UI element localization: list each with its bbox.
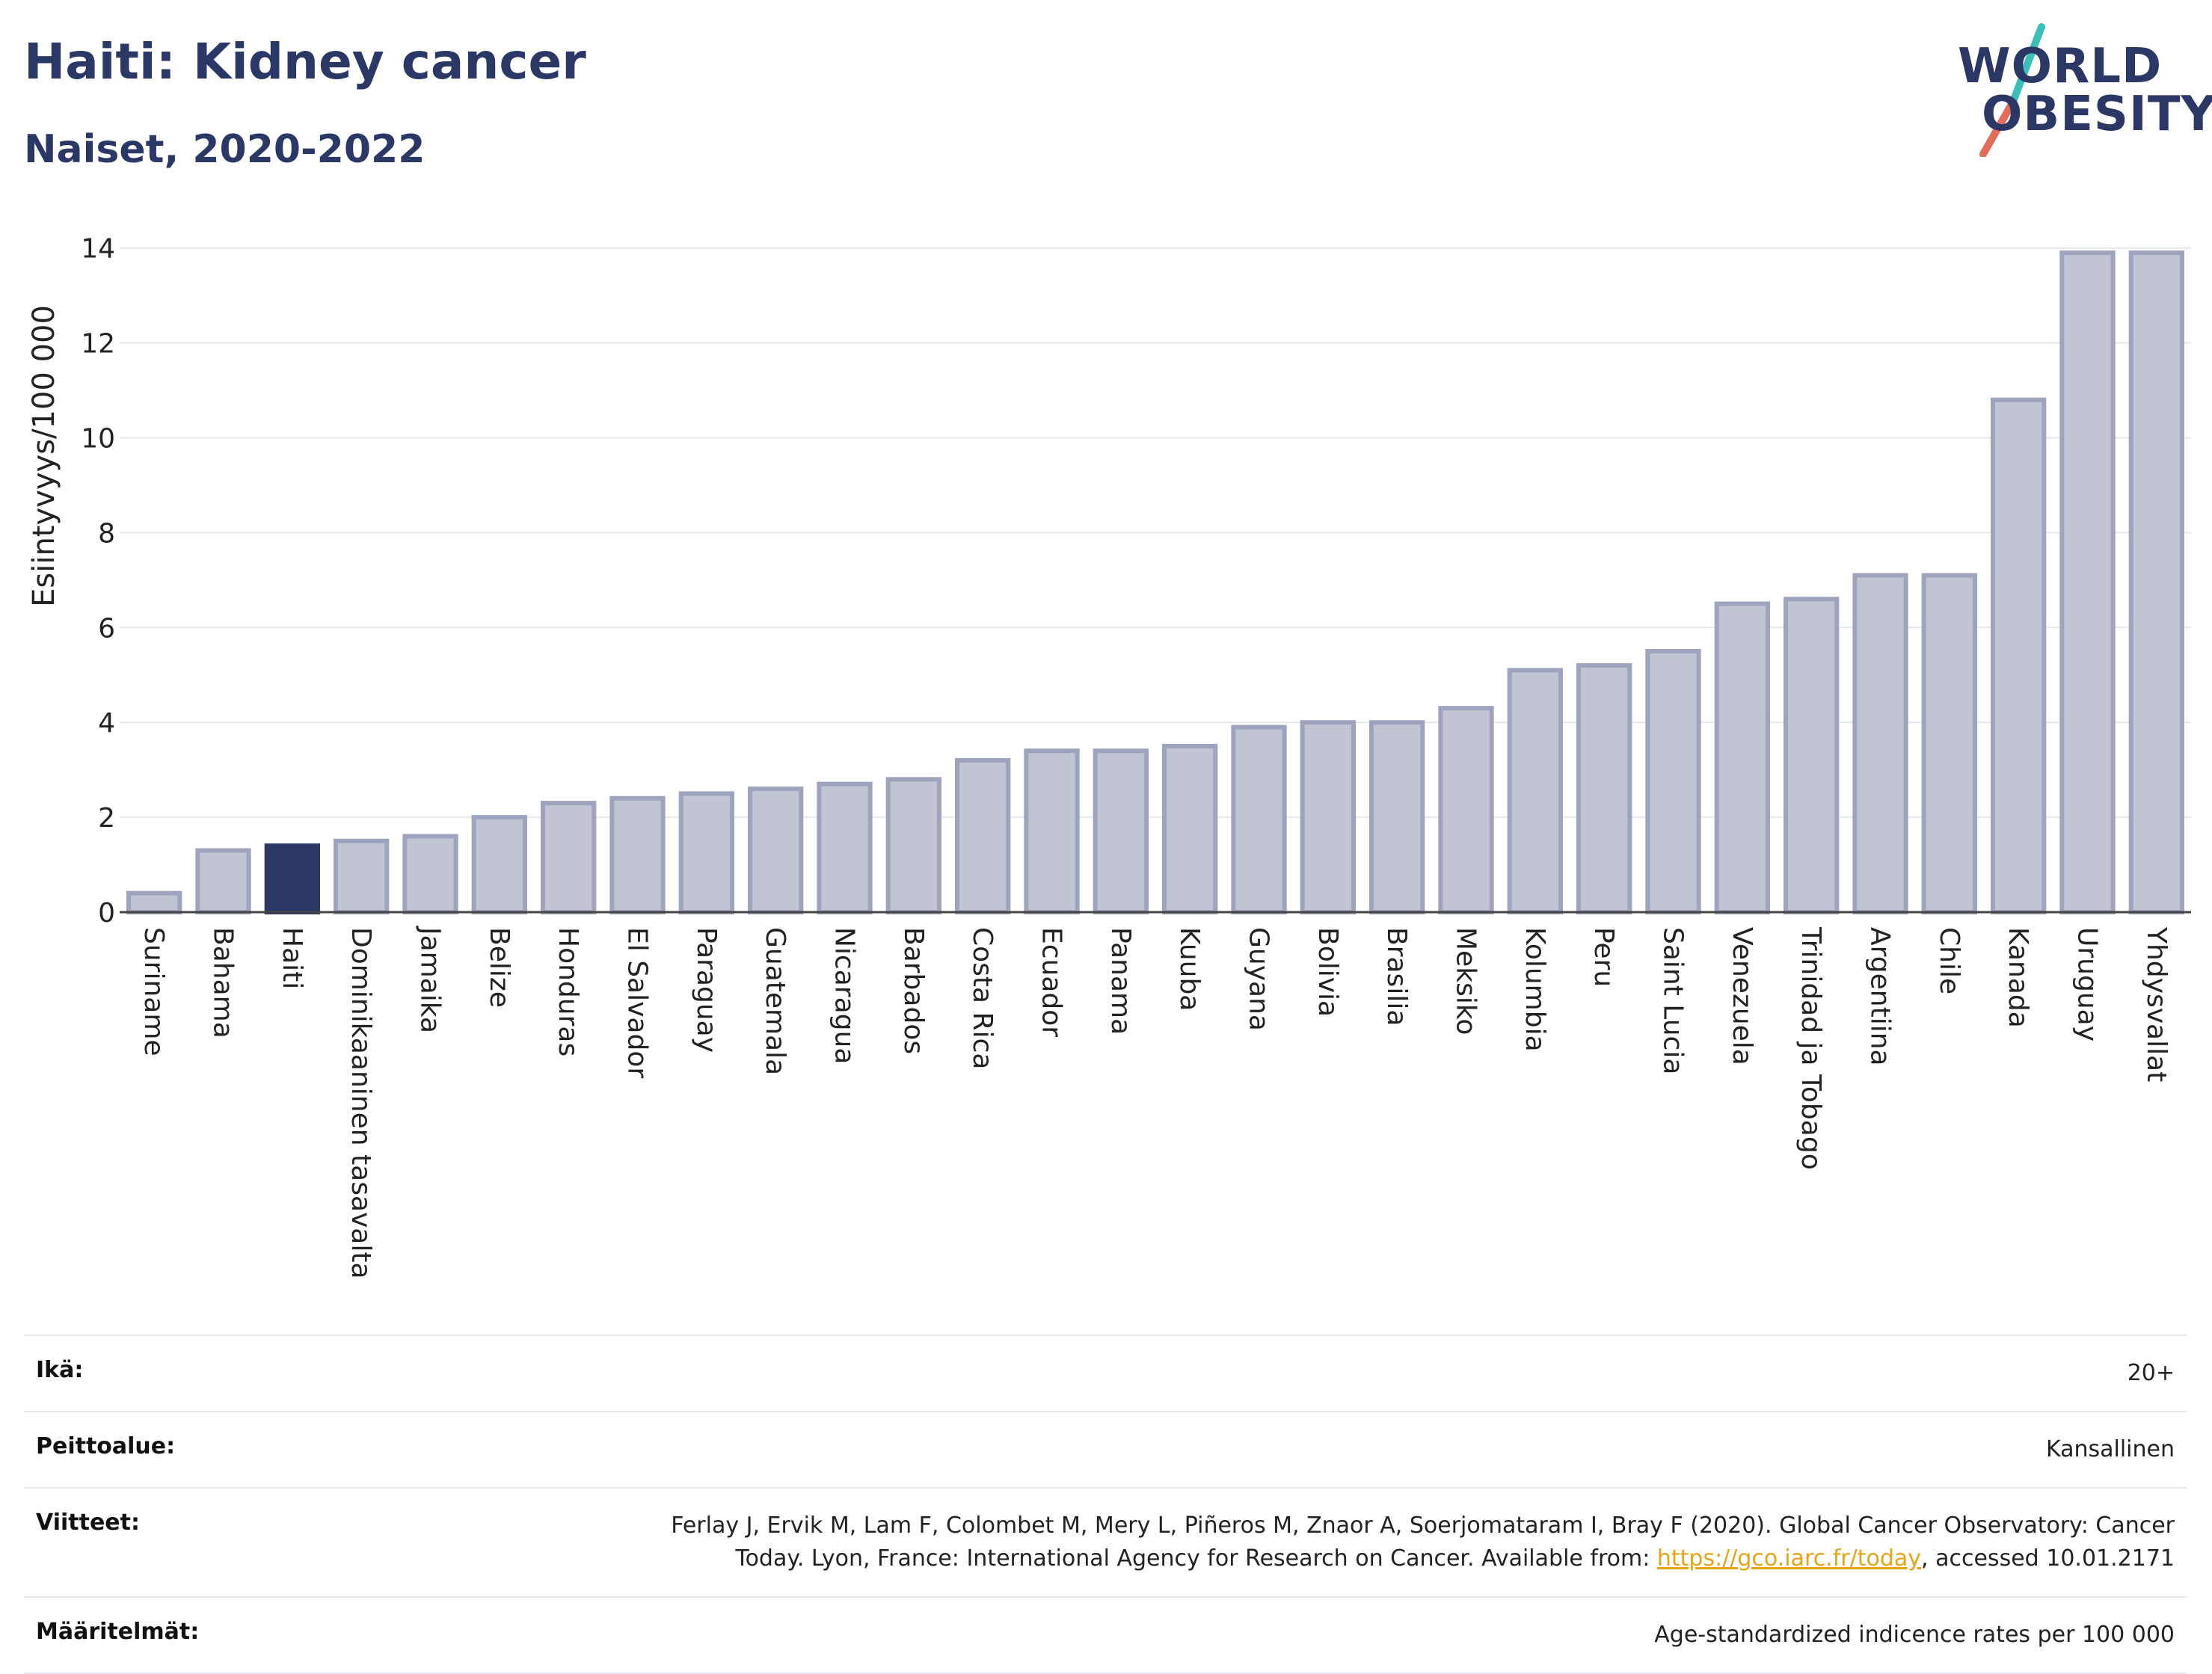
- x-tick-label: Meksiko: [1451, 927, 1481, 1035]
- references-line-2-pre: Today. Lyon, France: International Agenc…: [735, 1545, 1657, 1572]
- x-tick-label: Ecuador: [1036, 927, 1067, 1037]
- references-value: Ferlay J, Ervik M, Lam F, Colombet M, Me…: [671, 1510, 2175, 1575]
- bar-chart: 0 2 4 6 8 10 12 14 Suriname Bahama Haiti Dominikaa…: [27, 234, 2191, 1279]
- chart-subtitle: Naiset, 2020-2022: [24, 127, 425, 172]
- x-tick-label: Costa Rica: [967, 927, 998, 1069]
- y-tick-label: 4: [98, 708, 115, 739]
- x-tick-label: Guyana: [1244, 927, 1274, 1031]
- x-axis-labels: Suriname Bahama Haiti Dominikaaninen tasava…: [138, 926, 2172, 1279]
- bar-barbados: [885, 777, 941, 915]
- coverage-label: Peittoalue:: [36, 1433, 176, 1459]
- bar-trinidad-ja-tobago: [1784, 597, 1840, 914]
- bar-dominikaaninen-tasavalta: [334, 838, 390, 914]
- x-tick-label: Panama: [1105, 927, 1136, 1035]
- y-tick-label: 8: [98, 518, 115, 549]
- definitions-value: Age-standardized indicence rates per 100…: [1654, 1622, 2175, 1648]
- info-row-coverage: Peittoalue: Kansallinen: [24, 1412, 2187, 1489]
- info-row-references: Viitteet: Ferlay J, Ervik M, Lam F, Colo…: [24, 1489, 2187, 1598]
- y-tick-label: 14: [81, 234, 115, 265]
- x-tick-label: Bolivia: [1312, 927, 1343, 1017]
- x-tick-label: Guatemala: [760, 927, 790, 1075]
- bar-bahama: [195, 848, 251, 914]
- y-tick-label: 10: [81, 424, 115, 455]
- bar-uruguay: [2059, 250, 2116, 914]
- x-tick-label: Saint Lucia: [1658, 927, 1689, 1074]
- bar-peru: [1576, 663, 1632, 914]
- x-tick-label: Paraguay: [691, 927, 722, 1053]
- bar-kolumbia: [1507, 668, 1563, 915]
- x-tick-label: Dominikaaninen tasavalta: [345, 927, 376, 1279]
- x-tick-label: Uruguay: [2072, 927, 2103, 1041]
- x-tick-label: Kolumbia: [1520, 927, 1550, 1052]
- x-tick-label: Kanada: [2003, 927, 2033, 1028]
- bar-chile: [1921, 573, 1977, 914]
- x-tick-label: Barbados: [898, 927, 929, 1054]
- y-tick-label: 12: [81, 329, 115, 360]
- info-row-age: Ikä: 20+: [24, 1336, 2187, 1412]
- bar-bolivia: [1300, 720, 1356, 915]
- bar-jamaika: [402, 834, 458, 915]
- bars: [126, 250, 2184, 915]
- references-label: Viitteet:: [36, 1510, 140, 1536]
- y-tick-label: 0: [98, 898, 115, 929]
- bar-belize: [471, 815, 527, 915]
- bar-brasilia: [1369, 720, 1425, 915]
- bar-suriname: [126, 890, 182, 914]
- info-row-definitions: Määritelmät: Age-standardized indicence …: [24, 1598, 2187, 1674]
- age-value: 20+: [2127, 1360, 2175, 1386]
- bar-venezuela: [1714, 601, 1770, 914]
- bar-meksiko: [1438, 706, 1494, 914]
- x-tick-label: Kuuba: [1174, 927, 1205, 1011]
- x-tick-label: Brasilia: [1381, 927, 1412, 1026]
- x-tick-label: Jamaika: [415, 926, 446, 1033]
- bar-nicaragua: [817, 781, 873, 914]
- info-table: Ikä: 20+ Peittoalue: Kansallinen Viittee…: [24, 1335, 2187, 1674]
- bar-yhdysvallat: [2128, 250, 2184, 914]
- x-tick-label: Venezuela: [1727, 927, 1757, 1065]
- y-tick-label: 6: [98, 613, 115, 644]
- x-tick-label: Honduras: [553, 927, 583, 1056]
- x-tick-label: Haiti: [277, 927, 307, 989]
- x-tick-label: Bahama: [208, 927, 239, 1038]
- bar-panama: [1093, 748, 1149, 915]
- x-tick-label: Argentiina: [1865, 927, 1896, 1066]
- x-tick-label: Trinidad ja Tobago: [1795, 926, 1826, 1170]
- world-obesity-logo: WORLD OBESITY: [1944, 22, 2212, 157]
- coverage-value: Kansallinen: [2045, 1436, 2175, 1462]
- x-tick-label: El Salvador: [622, 927, 653, 1078]
- x-tick-label: Suriname: [138, 927, 169, 1056]
- references-link[interactable]: https://gco.iarc.fr/today: [1656, 1545, 1922, 1572]
- bar-kanada: [1991, 397, 2047, 914]
- bar-el-salvador: [609, 796, 666, 914]
- bar-ecuador: [1024, 748, 1080, 915]
- x-tick-label: Chile: [1934, 927, 1964, 994]
- y-axis-ticks: 0 2 4 6 8 10 12 14: [81, 234, 115, 929]
- bar-honduras: [541, 801, 597, 914]
- bar-costa-rica: [955, 757, 1011, 914]
- bar-kuuba: [1162, 743, 1218, 914]
- age-label: Ikä:: [36, 1357, 84, 1383]
- x-tick-label: Yhdysvallat: [2141, 926, 2172, 1082]
- references-line-2-post: , accessed 10.01.2171: [1921, 1545, 2175, 1572]
- references-line-1: Ferlay J, Ervik M, Lam F, Colombet M, Me…: [671, 1513, 2175, 1539]
- x-tick-label: Nicaragua: [829, 927, 860, 1064]
- bar-guatemala: [748, 787, 804, 914]
- bar-haiti: [264, 843, 320, 915]
- bar-saint-lucia: [1645, 649, 1701, 914]
- bar-argentiina: [1852, 573, 1908, 914]
- y-tick-label: 2: [98, 803, 115, 834]
- x-tick-label: Peru: [1588, 927, 1619, 987]
- bar-paraguay: [678, 791, 734, 915]
- chart-title: Haiti: Kidney cancer: [24, 33, 586, 90]
- logo-slash-icon: [1979, 23, 2045, 157]
- x-tick-label: Belize: [484, 927, 514, 1008]
- logo-line-world: WORLD: [1958, 39, 2163, 94]
- definitions-label: Määritelmät:: [36, 1619, 200, 1645]
- bar-guyana: [1231, 724, 1287, 914]
- y-axis-label: Esiintyvyys/100 000: [27, 305, 61, 607]
- logo-line-obesity: OBESITY: [1982, 87, 2212, 142]
